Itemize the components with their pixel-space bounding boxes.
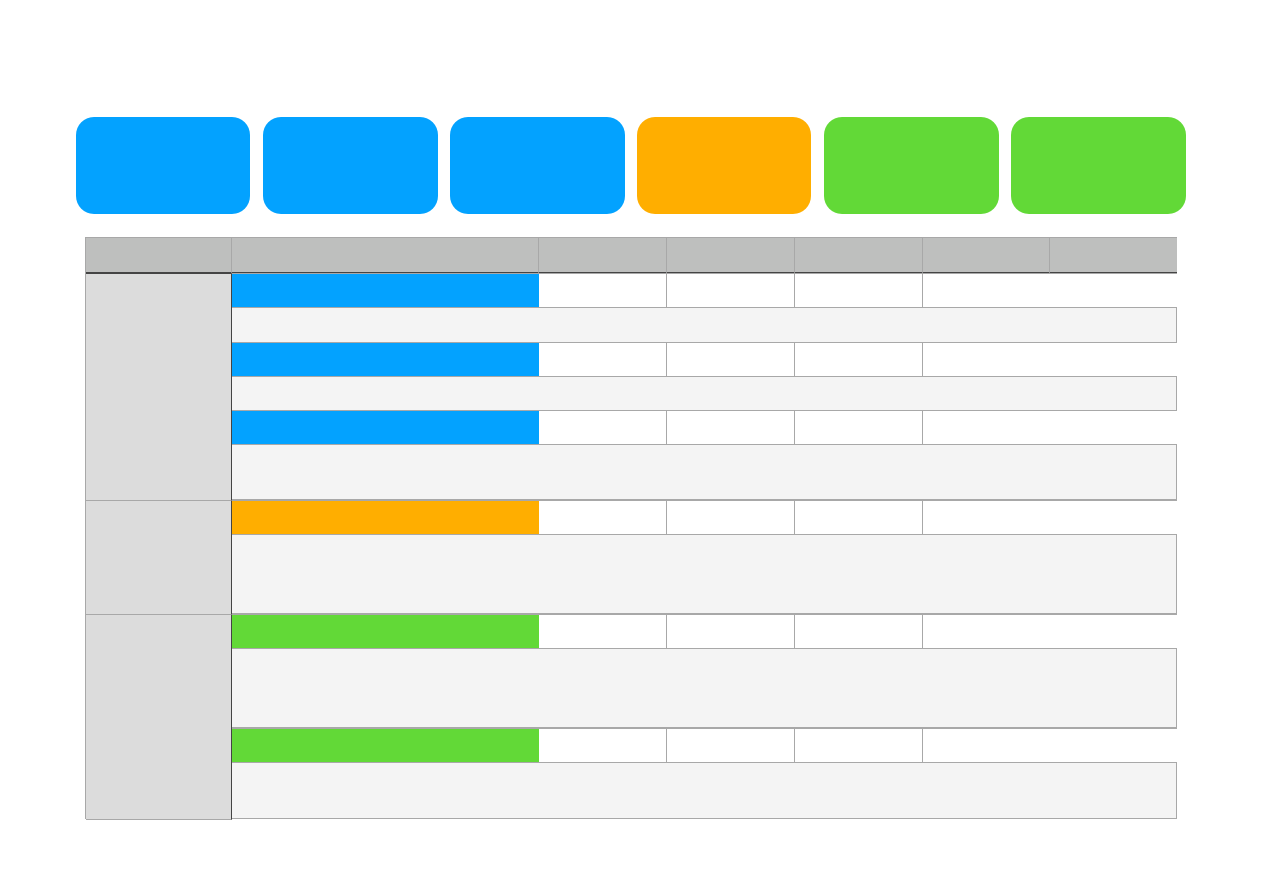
value-cell[interactable] bbox=[539, 342, 667, 377]
value-cell[interactable] bbox=[539, 500, 667, 535]
value-cell[interactable] bbox=[1050, 410, 1177, 445]
value-cell[interactable] bbox=[795, 410, 923, 445]
value-cell[interactable] bbox=[795, 728, 923, 763]
category-card-1[interactable] bbox=[76, 117, 250, 214]
item-bar[interactable] bbox=[232, 614, 539, 649]
value-cell[interactable] bbox=[667, 728, 795, 763]
value-cell[interactable] bbox=[667, 410, 795, 445]
category-card-3[interactable] bbox=[450, 117, 625, 214]
item-bar[interactable] bbox=[232, 273, 539, 308]
value-cell[interactable] bbox=[923, 273, 1051, 308]
value-cell[interactable] bbox=[667, 342, 795, 377]
value-cell[interactable] bbox=[795, 500, 923, 535]
group-cell bbox=[86, 274, 232, 501]
value-cell[interactable] bbox=[923, 500, 1051, 535]
group-cell bbox=[86, 615, 232, 820]
note-row bbox=[232, 535, 1176, 614]
value-cell[interactable] bbox=[1050, 342, 1177, 377]
item-bar[interactable] bbox=[232, 500, 539, 535]
value-cell[interactable] bbox=[795, 273, 923, 308]
value-cell[interactable] bbox=[539, 728, 667, 763]
header-cell-3 bbox=[539, 238, 667, 274]
note-row bbox=[232, 445, 1176, 500]
header-cell-2 bbox=[232, 238, 539, 274]
value-cell[interactable] bbox=[795, 614, 923, 649]
group-cell bbox=[86, 501, 232, 615]
value-cell[interactable] bbox=[923, 614, 1051, 649]
category-card-6[interactable] bbox=[1011, 117, 1186, 214]
value-cell[interactable] bbox=[539, 410, 667, 445]
value-cell[interactable] bbox=[1050, 500, 1177, 535]
note-row bbox=[232, 377, 1176, 412]
schedule-table bbox=[85, 237, 1177, 820]
header-cell-4 bbox=[667, 238, 795, 274]
value-cell[interactable] bbox=[667, 500, 795, 535]
category-card-2[interactable] bbox=[263, 117, 438, 214]
value-cell[interactable] bbox=[667, 614, 795, 649]
header-cell-5 bbox=[795, 238, 923, 274]
value-cell[interactable] bbox=[923, 728, 1051, 763]
note-row bbox=[232, 763, 1176, 819]
note-row bbox=[232, 308, 1176, 343]
value-cell[interactable] bbox=[795, 342, 923, 377]
value-cell[interactable] bbox=[1050, 728, 1177, 763]
header-cell-7 bbox=[1050, 238, 1177, 274]
header-cell-1 bbox=[86, 238, 232, 274]
header-cell-6 bbox=[923, 238, 1050, 274]
value-cell[interactable] bbox=[539, 614, 667, 649]
item-bar[interactable] bbox=[232, 342, 539, 377]
value-cell[interactable] bbox=[923, 342, 1051, 377]
value-cell[interactable] bbox=[539, 273, 667, 308]
value-cell[interactable] bbox=[1050, 614, 1177, 649]
value-cell[interactable] bbox=[667, 273, 795, 308]
item-bar[interactable] bbox=[232, 410, 539, 445]
value-cell[interactable] bbox=[1050, 273, 1177, 308]
item-bar[interactable] bbox=[232, 728, 539, 763]
value-cell[interactable] bbox=[923, 410, 1051, 445]
category-card-5[interactable] bbox=[824, 117, 999, 214]
category-card-4[interactable] bbox=[637, 117, 811, 214]
note-row bbox=[232, 649, 1176, 728]
